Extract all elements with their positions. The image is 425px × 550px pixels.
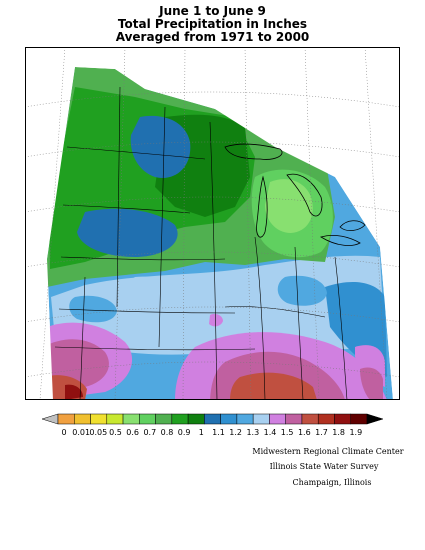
graticule <box>25 47 400 400</box>
legend-label: 1.8 <box>332 428 345 437</box>
legend-swatch <box>252 413 270 425</box>
legend-swatch <box>350 413 368 425</box>
legend-swatch <box>187 413 205 425</box>
legend-label: 1.1 <box>212 428 225 437</box>
legend-arrow-low <box>41 413 59 425</box>
legend-swatch <box>57 413 75 425</box>
legend-label: 0.9 <box>178 428 191 437</box>
legend-swatch <box>106 413 124 425</box>
legend-label: 0.7 <box>143 428 156 437</box>
precipitation-field <box>43 67 393 400</box>
legend-label: 1.3 <box>246 428 259 437</box>
map-title-line-1: June 1 to June 9 <box>159 4 266 18</box>
legend-swatch <box>236 413 254 425</box>
legend-swatch <box>155 413 173 425</box>
legend-label: 0.05 <box>89 428 107 437</box>
legend-label: 1.5 <box>281 428 294 437</box>
map-title-line-3: Averaged from 1971 to 2000 <box>115 30 310 44</box>
legend-label: 1 <box>199 428 204 437</box>
legend-arrow-high <box>366 413 384 425</box>
legend-swatch <box>171 413 189 425</box>
legend-label: 0.5 <box>109 428 122 437</box>
legend-label: 0.6 <box>126 428 139 437</box>
legend-label: 1.6 <box>298 428 311 437</box>
legend-swatch <box>317 413 335 425</box>
legend-swatch <box>285 413 303 425</box>
legend-label: 0 <box>61 428 66 437</box>
legend-label: 1.7 <box>315 428 328 437</box>
legend-swatch <box>74 413 91 425</box>
legend-label: 1.4 <box>264 428 277 437</box>
legend-label: 0.8 <box>161 428 174 437</box>
precipitation-legend: 0 0.01 0.05 0.5 0.6 0.7 0.8 0.9 1 1.1 1.2 1.3 1.4 1.5… <box>41 413 384 437</box>
lake-outlines <box>224 143 366 246</box>
legend-label: 1.9 <box>349 428 362 437</box>
legend-swatch <box>90 413 108 425</box>
legend-label: 0.01 <box>72 428 90 437</box>
legend-swatch <box>220 413 238 425</box>
precipitation-map <box>25 47 400 400</box>
map-title-line-2: Total Precipitation in Inches <box>117 17 308 31</box>
legend-swatch <box>334 413 351 425</box>
legend-label: 1.2 <box>229 428 242 437</box>
legend-swatch <box>269 413 286 425</box>
legend-swatch <box>204 413 221 425</box>
legend-swatch <box>139 413 156 425</box>
credit-line-3: Champaign, Illinois <box>292 478 372 487</box>
state-boundaries <box>54 86 348 400</box>
credit-line-2: Illinois State Water Survey <box>269 462 379 471</box>
legend-swatch <box>301 413 319 425</box>
legend-swatch <box>122 413 140 425</box>
credit-line-1: Midwestern Regional Climate Center <box>252 447 404 456</box>
